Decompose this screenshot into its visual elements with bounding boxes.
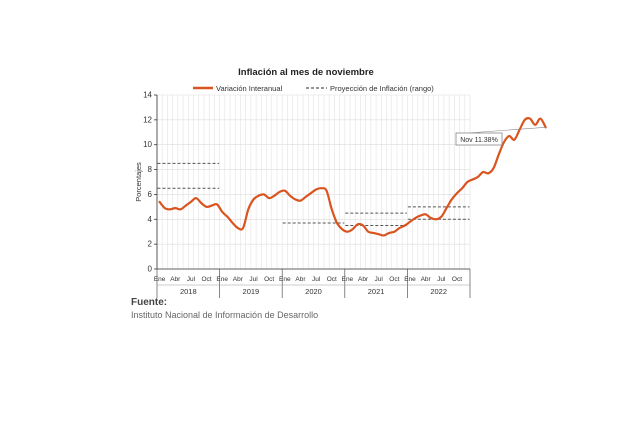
month-label: Ene bbox=[342, 276, 354, 283]
month-label: Oct bbox=[201, 276, 211, 283]
month-label: Abr bbox=[421, 276, 432, 283]
month-label: Abr bbox=[233, 276, 244, 283]
y-tick-label: 2 bbox=[148, 240, 153, 249]
month-label: Jul bbox=[187, 276, 196, 283]
month-label: Ene bbox=[216, 276, 228, 283]
month-label: Jul bbox=[437, 276, 446, 283]
year-label: 2018 bbox=[180, 287, 197, 296]
y-tick-label: 10 bbox=[143, 140, 152, 149]
year-label: 2022 bbox=[430, 287, 447, 296]
annotation-text: Nov 11.38% bbox=[460, 137, 498, 144]
legend: Variación Interanual Proyección de Infla… bbox=[193, 84, 434, 93]
month-label: Jul bbox=[375, 276, 384, 283]
year-label: 2019 bbox=[243, 287, 260, 296]
chart-title: Inflación al mes de noviembre bbox=[238, 67, 374, 78]
plot-area: 0 2 4 6 8 10 12 14 2018 Ene Abr Jul Oct 2019 Ene Abr Jul… bbox=[143, 91, 546, 299]
annotation-callout: Nov 11.38% bbox=[456, 133, 502, 145]
month-label: Abr bbox=[358, 276, 369, 283]
annotation-leader bbox=[468, 127, 546, 133]
y-tick-label: 14 bbox=[143, 91, 152, 100]
y-tick-label: 0 bbox=[148, 265, 153, 274]
legend-label-proyeccion: Proyección de Inflación (rango) bbox=[330, 84, 434, 93]
month-label: Ene bbox=[404, 276, 416, 283]
month-label: Jul bbox=[312, 276, 321, 283]
y-axis-label: Porcentajes bbox=[134, 162, 143, 202]
legend-label-variacion: Variación Interanual bbox=[216, 84, 282, 93]
month-label: Oct bbox=[452, 276, 462, 283]
y-tick-label: 4 bbox=[148, 215, 153, 224]
year-label: 2020 bbox=[305, 287, 322, 296]
source-text: Instituto Nacional de Información de Des… bbox=[131, 310, 318, 320]
month-label: Oct bbox=[389, 276, 399, 283]
source-title: Fuente: bbox=[131, 297, 167, 308]
month-label: Ene bbox=[154, 276, 166, 283]
month-label: Abr bbox=[295, 276, 306, 283]
month-label: Ene bbox=[279, 276, 291, 283]
y-tick-label: 12 bbox=[143, 115, 152, 124]
month-label: Oct bbox=[264, 276, 274, 283]
year-label: 2021 bbox=[368, 287, 385, 296]
month-label: Abr bbox=[170, 276, 181, 283]
month-label: Jul bbox=[249, 276, 258, 283]
y-tick-label: 6 bbox=[148, 190, 153, 199]
y-tick-label: 8 bbox=[148, 165, 153, 174]
month-label: Oct bbox=[327, 276, 337, 283]
